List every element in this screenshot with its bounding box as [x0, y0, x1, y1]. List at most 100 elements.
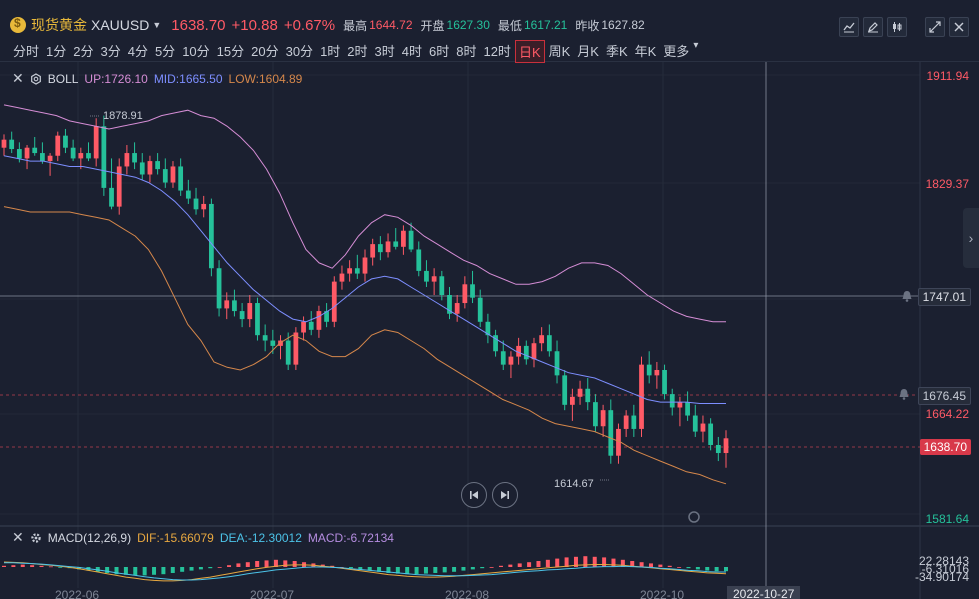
- price-chart-canvas[interactable]: 1878.91 1614.67: [0, 62, 979, 599]
- candle-body: [270, 340, 276, 346]
- period-tab[interactable]: 3分: [100, 44, 121, 59]
- scroll-start-button[interactable]: [461, 482, 487, 508]
- period-tab[interactable]: 4时: [401, 44, 422, 59]
- candle-body: [308, 321, 314, 330]
- candle-body: [116, 166, 122, 207]
- macd-histogram-bar: [11, 565, 16, 567]
- candle-body: [377, 244, 383, 253]
- macd-dea-value: DEA:-12.30012: [219, 530, 302, 545]
- period-tab[interactable]: 12时: [483, 44, 511, 59]
- macd-histogram-bar: [348, 567, 353, 569]
- macd-histogram-bar: [255, 561, 260, 567]
- candle-body: [692, 415, 698, 432]
- y-label-2: 1829.37: [925, 177, 969, 191]
- more-dropdown-icon[interactable]: ▾: [693, 40, 699, 51]
- period-tab[interactable]: 4分: [127, 44, 148, 59]
- period-tab[interactable]: 8时: [456, 44, 477, 59]
- macd-histogram-bar: [452, 567, 457, 572]
- pencil-icon: [868, 22, 878, 33]
- period-tab[interactable]: 日K: [514, 40, 545, 63]
- fullscreen-button[interactable]: [925, 17, 945, 37]
- period-tab[interactable]: 5分: [154, 44, 176, 59]
- macd-axis-bottom: -34.90174: [914, 570, 969, 584]
- boll-settings-icon[interactable]: [30, 72, 42, 85]
- alert-price-tag[interactable]: 1676.45: [917, 387, 971, 405]
- period-tab[interactable]: 分时: [13, 44, 40, 59]
- scroll-end-button[interactable]: [492, 482, 518, 508]
- candle-body: [677, 402, 683, 408]
- macd-histogram-bar: [30, 565, 35, 567]
- candle-style-button[interactable]: [887, 17, 907, 37]
- candle-body: [316, 311, 322, 330]
- candle-body: [546, 335, 552, 352]
- period-tab[interactable]: 季K: [605, 44, 628, 59]
- candle-body: [593, 402, 598, 427]
- candle-body: [623, 415, 629, 429]
- macd-name: MACD(12,26,9): [47, 530, 132, 545]
- period-tab[interactable]: 1分: [46, 44, 67, 59]
- boll-mid-line: [3, 155, 726, 404]
- candle-body: [354, 268, 360, 274]
- candle-body: [362, 257, 368, 274]
- close-button[interactable]: [949, 17, 969, 37]
- boll-upper-line: [3, 104, 726, 323]
- period-tab[interactable]: 周K: [548, 44, 571, 59]
- macd-histogram-bar: [236, 563, 241, 567]
- macd-histogram-bar: [170, 567, 175, 573]
- macd-histogram-bar: [264, 560, 269, 567]
- macd-histogram-bar: [292, 561, 297, 567]
- symbol-dropdown-icon[interactable]: ▼: [152, 20, 162, 30]
- symbol-code[interactable]: XAUUSD: [91, 17, 150, 33]
- symbol-name[interactable]: 现货黄金: [31, 17, 87, 33]
- period-tab[interactable]: 6时: [429, 44, 450, 59]
- macd-legend: ✕ MACD(12,26,9) DIF:-15.66079 DEA:-12.30…: [12, 529, 394, 546]
- macd-histogram-bar: [58, 567, 63, 568]
- period-tab[interactable]: 3时: [374, 44, 395, 59]
- period-tab[interactable]: 2时: [347, 44, 368, 59]
- candle-body: [431, 276, 437, 282]
- remove-boll-icon[interactable]: ✕: [12, 70, 24, 86]
- macd-histogram-bar: [489, 567, 494, 568]
- candle-body: [185, 190, 191, 199]
- indicator-button[interactable]: [839, 17, 859, 37]
- low-annotation: 1614.67: [554, 478, 594, 490]
- candle-body: [669, 394, 675, 408]
- high-label: 最高: [343, 18, 368, 33]
- candle-body: [370, 244, 376, 258]
- period-tab[interactable]: 月K: [577, 44, 599, 59]
- period-tab[interactable]: 1时: [320, 44, 341, 59]
- macd-histogram-bar: [573, 556, 578, 567]
- boll-up-value: UP:1726.10: [84, 71, 148, 86]
- line-chart-icon: [843, 22, 855, 33]
- period-tab[interactable]: 20分: [251, 44, 279, 59]
- close-icon: [954, 22, 964, 32]
- candle-body: [447, 295, 452, 314]
- period-tab[interactable]: 更多: [663, 44, 690, 59]
- period-tab[interactable]: 15分: [216, 44, 245, 59]
- alert-bell-icon[interactable]: [900, 289, 914, 303]
- candle-body: [485, 321, 491, 336]
- candle-body: [723, 438, 729, 454]
- side-panel-toggle[interactable]: ›: [963, 208, 979, 268]
- macd-histogram-bar: [39, 565, 44, 567]
- chart-header: 现货黄金 XAUUSD ▼ 1638.70 +10.88 +0.67% 最高 1…: [0, 0, 979, 63]
- macd-settings-icon[interactable]: [30, 532, 42, 544]
- period-tab[interactable]: 年K: [634, 44, 657, 59]
- candle-body: [416, 249, 422, 271]
- candle-body: [24, 147, 30, 159]
- candle-body: [339, 273, 345, 282]
- remove-macd-icon[interactable]: ✕: [12, 529, 24, 545]
- period-tab[interactable]: 2分: [73, 44, 94, 59]
- alert-bell-icon[interactable]: [897, 387, 911, 401]
- candle-body: [516, 345, 521, 357]
- macd-histogram-bar: [20, 564, 25, 567]
- period-tab[interactable]: 30分: [285, 44, 314, 59]
- candle-body: [715, 444, 721, 454]
- candle-body: [393, 241, 399, 247]
- open-label: 开盘: [420, 18, 445, 33]
- period-tab[interactable]: 10分: [182, 44, 210, 59]
- candle-body: [70, 147, 76, 159]
- macd-histogram-bar: [442, 567, 447, 573]
- draw-button[interactable]: [863, 17, 883, 37]
- macd-histogram-bar: [461, 567, 466, 571]
